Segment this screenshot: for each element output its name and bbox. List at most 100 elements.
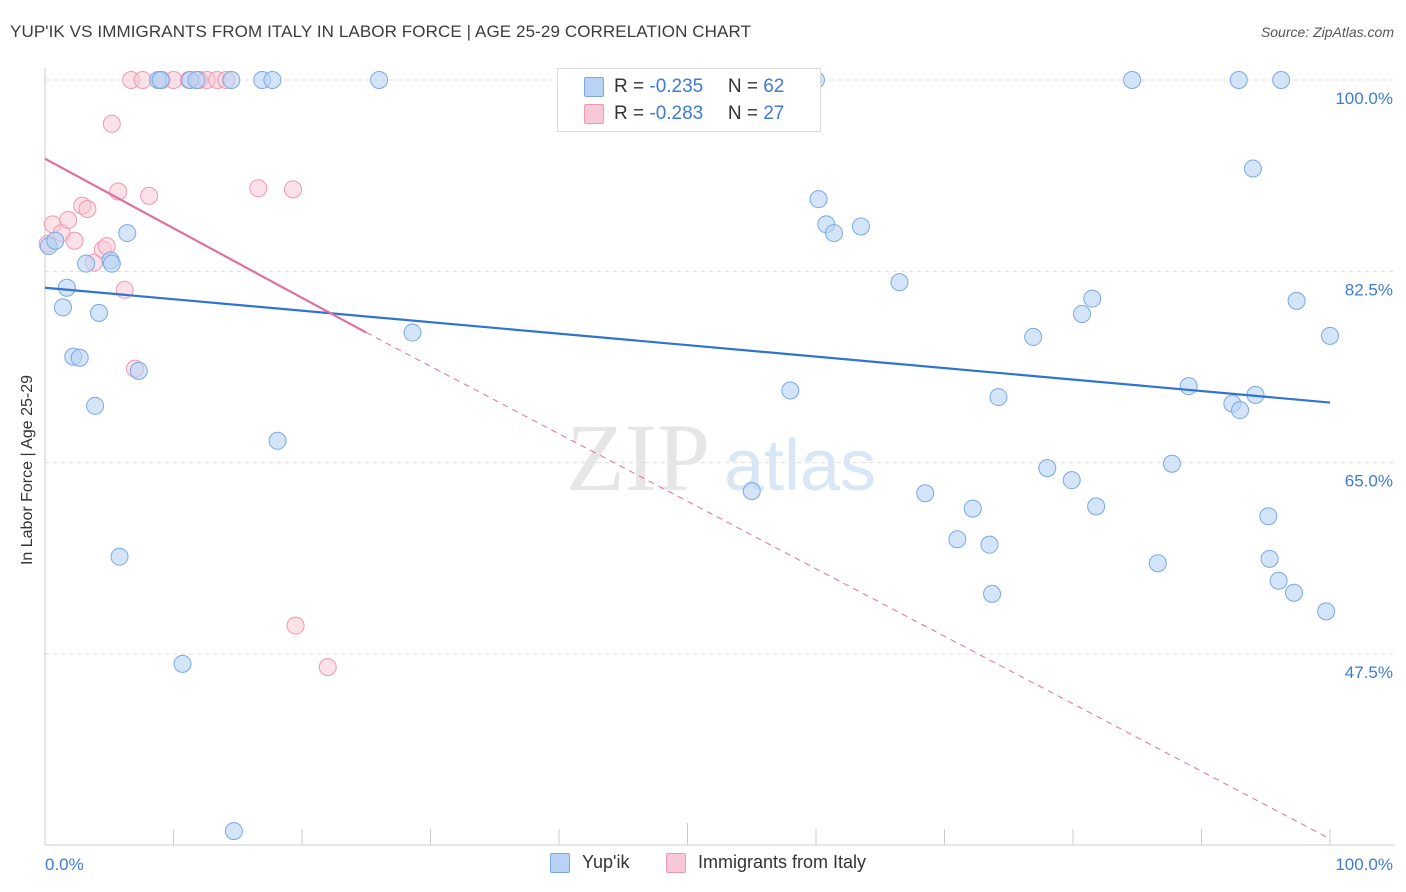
data-point-yupik [224,822,243,841]
data-point-yupik [1229,71,1248,89]
trend-lines [44,157,1331,840]
data-point-italy [286,616,305,635]
series-legend: Yup'ik Immigrants from Italy [0,852,1406,878]
data-point-yupik [983,584,1002,603]
data-point-yupik [1317,602,1336,621]
data-point-yupik [57,278,76,297]
data-point-italy [59,210,78,229]
data-point-italy [78,200,97,219]
data-point-yupik [70,348,89,367]
data-point-yupik [102,254,121,273]
data-point-yupik [851,217,870,236]
chart-title: YUP'IK VS IMMIGRANTS FROM ITALY IN LABOR… [10,22,752,41]
data-point-yupik [890,273,909,292]
legend-swatch-blue [550,852,570,873]
data-point-yupik [89,303,108,322]
data-point-yupik [1062,471,1081,490]
y-tick-label: 82.5% [1345,280,1393,299]
data-point-yupik [118,224,137,243]
data-point-yupik [1162,454,1181,473]
legend-swatch-pink [584,104,604,124]
data-point-yupik [1087,497,1106,516]
tick-labels: 47.5% 65.0% 82.5% 100.0% 0.0% 100.0% [45,89,1393,874]
data-point-yupik [809,190,828,209]
data-point-yupik [53,298,72,317]
trend-line-yupik [44,286,1331,404]
x-tick-label-min: 0.0% [45,855,84,874]
data-point-italy [318,658,337,677]
legend-item-italy: Immigrants from Italy [666,852,866,873]
data-point-yupik [1038,459,1057,478]
legend-n-label: N = [727,76,764,97]
data-point-yupik [963,499,982,518]
data-point-italy [249,179,268,198]
data-point-italy [102,114,121,133]
data-point-italy [140,186,159,205]
data-point-yupik [1272,71,1291,89]
legend-swatch-blue [584,77,604,97]
data-point-yupik [370,71,389,89]
data-point-yupik [989,388,1008,407]
data-point-italy [65,231,84,250]
data-point-yupik [1321,326,1339,345]
data-point-yupik [1123,71,1142,89]
data-point-yupik [46,231,65,250]
legend-label-yupik: Yup'ik [582,852,630,872]
y-tick-label: 65.0% [1345,472,1393,491]
data-point-yupik [77,254,96,273]
data-point-yupik [1287,291,1306,310]
data-point-yupik [263,71,282,89]
legend-r-value: -0.235 [649,76,704,97]
data-point-yupik [1083,289,1102,308]
trend-line-italy [44,157,367,334]
correlation-legend: R = -0.235 N = 62 R = -0.283 N = 27 [557,68,821,132]
data-point-yupik [86,396,105,415]
data-point-yupik [1179,377,1198,396]
legend-n-value: 62 [763,76,785,97]
data-point-yupik [1231,401,1250,420]
data-point-italy [133,71,152,89]
data-point-yupik [173,654,192,673]
data-point-yupik [222,71,241,89]
data-point-yupik [1243,159,1262,178]
legend-r-label: R = [614,76,650,97]
data-point-yupik [151,71,170,89]
legend-n-label: N = [727,103,764,124]
y-tick-label: 47.5% [1345,663,1393,682]
series-italy-points [38,71,337,677]
data-point-yupik [1260,549,1279,568]
legend-item-yupik: Yup'ik [550,852,629,873]
source-label: Source: ZipAtlas.com [1260,24,1394,40]
data-point-yupik [1024,327,1043,346]
data-point-yupik [1072,304,1091,323]
data-point-yupik [742,482,761,501]
data-point-yupik [1148,554,1167,573]
x-tick-label-max: 100.0% [1335,855,1393,874]
data-point-yupik [948,530,967,549]
data-point-yupik [129,361,148,380]
legend-label-italy: Immigrants from Italy [698,852,867,872]
data-point-yupik [1259,507,1278,526]
data-point-yupik [110,547,129,566]
data-point-italy [284,180,303,199]
data-point-yupik [916,484,935,503]
data-point-yupik [1269,571,1288,590]
legend-r-value: -0.283 [649,103,704,124]
data-point-yupik [187,71,206,89]
legend-n-value: 27 [763,103,785,124]
data-point-yupik [824,224,843,243]
trend-line-italy-extended [366,332,1331,840]
gridlines [45,79,1395,655]
series-yupik-points [39,71,1339,841]
data-point-yupik [980,535,999,554]
legend-swatch-pink [666,852,686,873]
watermark-zip: ZIP [566,404,710,511]
data-point-yupik [781,381,800,400]
data-point-yupik [1285,583,1304,602]
y-tick-label: 100.0% [1335,89,1393,108]
data-point-yupik [403,323,422,342]
axes [44,68,1395,846]
legend-r-label: R = [614,103,650,124]
data-point-yupik [268,431,287,450]
